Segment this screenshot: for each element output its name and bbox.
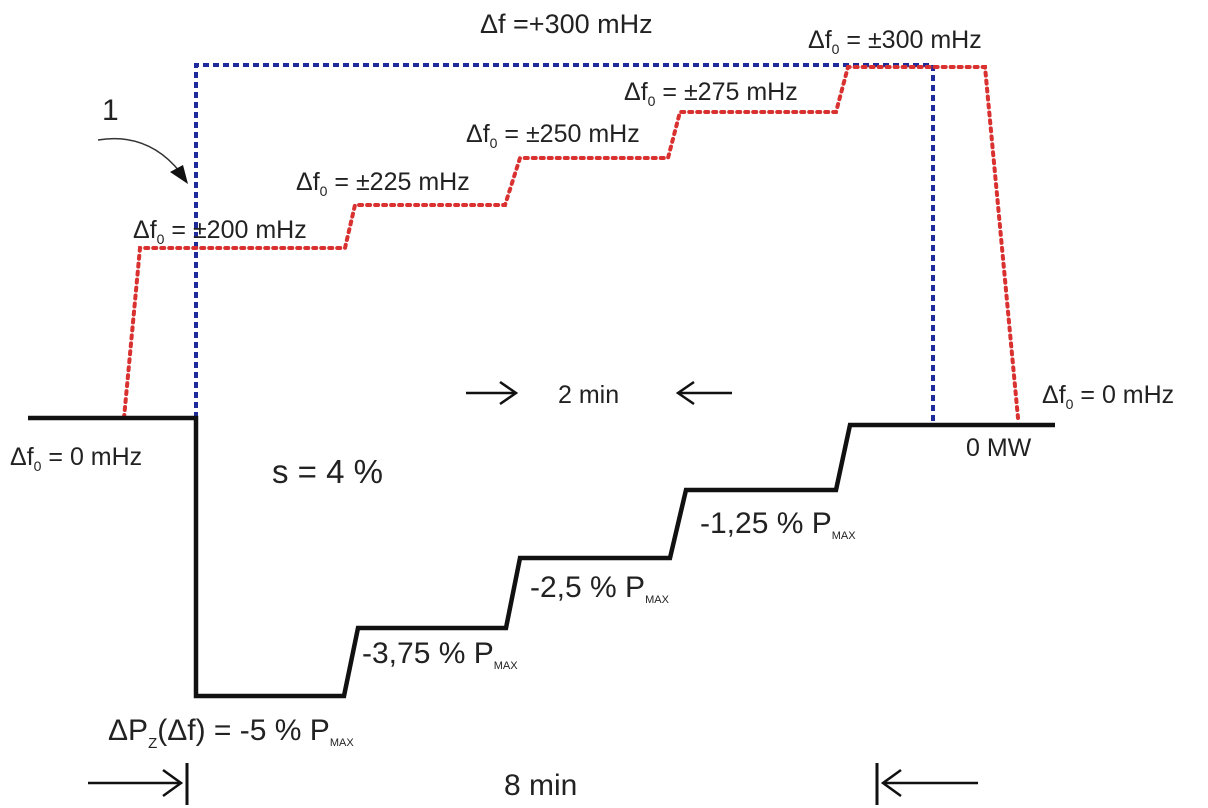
p-5-label: ΔPZ(Δf) = -5 % PMAX: [108, 714, 354, 752]
right-arrow-to-bar-icon: [88, 763, 189, 805]
f0-250-label: Δf0 = ±250 mHz: [466, 120, 640, 151]
step-duration-label: 2 min: [558, 381, 619, 409]
deviation-frame: [194, 63, 935, 425]
f0-275-label: Δf0 = ±275 mHz: [624, 78, 798, 109]
droop-label: s = 4 %: [272, 453, 383, 490]
f0-zero-right-label: Δf0 = 0 mHz: [1042, 381, 1174, 412]
top-deviation-label: Δf =+300 mHz: [480, 9, 653, 39]
f0-300-label: Δf0 = ±300 mHz: [808, 26, 982, 57]
p-375-label: -3,75 % PMAX: [362, 637, 518, 672]
left-arrow-icon: [675, 380, 732, 406]
frequency-setpoint-line: [122, 65, 1020, 420]
right-arrow-icon: [466, 380, 519, 406]
f0-225-label: Δf0 = ±225 mHz: [296, 168, 470, 199]
curved-pointer-arrow-icon: [97, 137, 188, 184]
total-duration-label: 8 min: [504, 769, 577, 802]
f0-zero-left-label: Δf0 = 0 mHz: [10, 443, 142, 474]
power-step-line: [28, 415, 1055, 699]
p-125-label: -1,25 % PMAX: [700, 507, 856, 542]
marker-number: 1: [102, 94, 119, 127]
f0-200-label: Δf0 = ±200 mHz: [133, 216, 307, 247]
zero-power-label: 0 MW: [966, 434, 1032, 462]
p-25-label: -2,5 % PMAX: [530, 571, 670, 606]
left-arrow-from-bar-icon: [875, 763, 978, 805]
